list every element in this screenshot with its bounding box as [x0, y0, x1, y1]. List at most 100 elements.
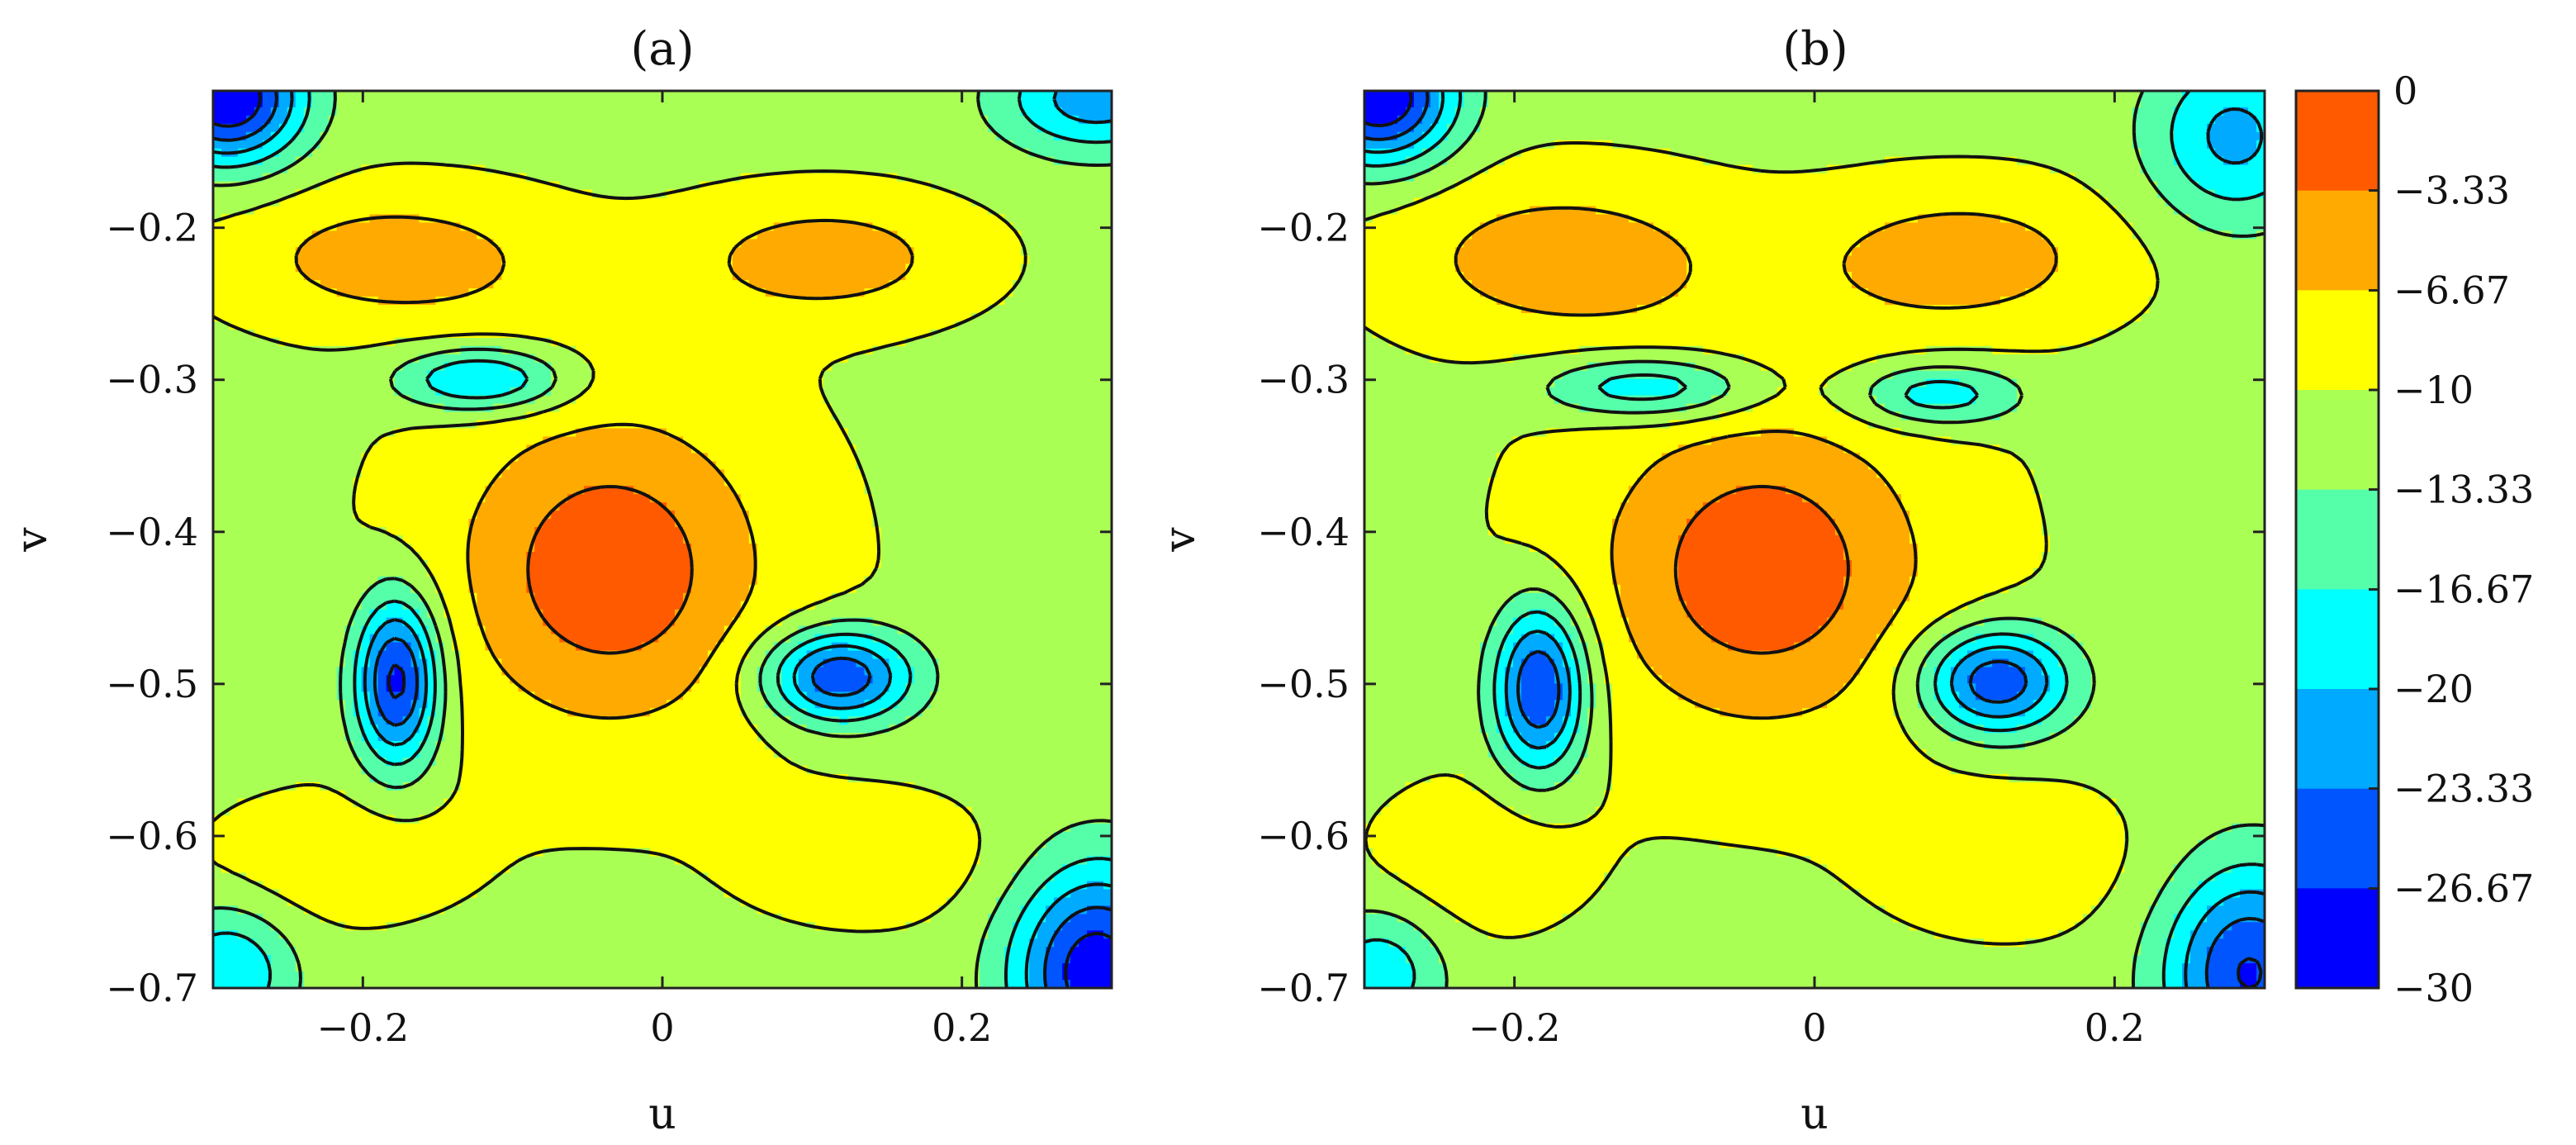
contour-cell — [419, 230, 429, 240]
contour-cell — [757, 297, 766, 306]
contour-cell — [1054, 420, 1063, 430]
contour-cell — [328, 428, 338, 438]
contour-cell — [353, 313, 363, 322]
contour-cell — [823, 387, 833, 397]
contour-cell — [394, 411, 404, 421]
contour-cell — [1062, 403, 1071, 413]
contour-cell — [806, 255, 816, 265]
contour-cell — [715, 387, 725, 397]
contour-cell — [1046, 98, 1055, 108]
contour-cell — [650, 214, 659, 224]
contour-cell — [402, 131, 412, 141]
contour-cell — [1062, 453, 1071, 463]
contour-cell — [880, 453, 890, 463]
contour-cell — [955, 345, 965, 355]
contour-cell — [930, 239, 940, 249]
contour-cell — [287, 362, 297, 372]
contour-cell — [295, 247, 305, 257]
contour-cell — [617, 222, 626, 232]
contour-cell — [543, 411, 553, 421]
contour-cell — [913, 98, 923, 108]
contour-cell — [798, 164, 808, 174]
contour-cell — [229, 140, 239, 150]
contour-cell — [295, 403, 305, 413]
contour-cell — [617, 272, 626, 281]
contour-cell — [963, 420, 973, 430]
contour-cell — [543, 140, 553, 150]
contour-cell — [740, 255, 750, 265]
contour-cell — [682, 214, 692, 224]
contour-cell — [485, 140, 495, 150]
contour-cell — [682, 345, 692, 355]
contour-cell — [221, 362, 230, 372]
contour-cell — [723, 370, 733, 380]
contour-cell — [963, 395, 973, 405]
contour-cell — [732, 453, 742, 463]
contour-cell — [1079, 197, 1088, 207]
contour-cell — [485, 222, 495, 232]
contour-cell — [806, 345, 816, 355]
contour-cell — [946, 98, 956, 108]
contour-cell — [386, 239, 396, 249]
contour-cell — [344, 395, 354, 405]
contour-cell — [295, 173, 305, 183]
contour-cell — [955, 115, 965, 125]
contour-cell — [1021, 197, 1030, 207]
contour-cell — [444, 222, 453, 232]
contour-cell — [864, 206, 874, 216]
contour-cell — [633, 197, 643, 207]
contour-cell — [847, 321, 857, 330]
contour-cell — [913, 173, 923, 183]
contour-cell — [856, 173, 866, 183]
contour-cell — [823, 255, 833, 265]
contour-cell — [311, 206, 321, 216]
contour-cell — [980, 387, 989, 397]
contour-cell — [625, 436, 634, 446]
contour-cell — [320, 297, 330, 306]
contour-cell — [543, 214, 553, 224]
contour-cell — [666, 214, 676, 224]
contour-cell — [880, 156, 890, 166]
contour-cell — [262, 239, 272, 249]
contour-cell — [444, 140, 453, 150]
contour-cell — [1079, 321, 1088, 330]
contour-cell — [336, 321, 346, 330]
contour-cell — [1079, 378, 1088, 388]
contour-cell — [237, 453, 247, 463]
contour-cell — [328, 305, 338, 314]
contour-cell — [773, 173, 783, 183]
contour-cell — [790, 395, 799, 405]
contour-cell — [831, 329, 841, 339]
contour-cell — [245, 313, 255, 322]
contour-cell — [839, 387, 849, 397]
contour-cell — [790, 387, 799, 397]
contour-cell — [221, 444, 230, 454]
contour-cell — [666, 230, 676, 240]
contour-cell — [633, 297, 643, 306]
contour-cell — [369, 362, 379, 372]
contour-cell — [699, 148, 709, 158]
contour-cell — [642, 411, 651, 421]
contour-cell — [889, 387, 899, 397]
contour-cell — [897, 345, 907, 355]
contour-cell — [955, 173, 965, 183]
contour-cell — [1037, 131, 1046, 141]
contour-cell — [303, 164, 313, 174]
contour-cell — [757, 313, 766, 322]
contour-cell — [609, 387, 618, 397]
contour-cell — [1087, 98, 1096, 108]
contour-cell — [402, 156, 412, 166]
contour-cell — [526, 230, 536, 240]
contour-cell — [295, 297, 305, 306]
contour-cell — [642, 321, 651, 330]
contour-cell — [460, 214, 470, 224]
contour-cell — [386, 148, 396, 158]
contour-cell — [880, 428, 890, 438]
contour-cell — [633, 362, 643, 372]
contour-cell — [377, 378, 387, 388]
contour-cell — [311, 272, 321, 281]
contour-cell — [955, 321, 965, 330]
contour-cell — [682, 115, 692, 125]
contour-cell — [576, 206, 585, 216]
contour-cell — [501, 156, 511, 166]
